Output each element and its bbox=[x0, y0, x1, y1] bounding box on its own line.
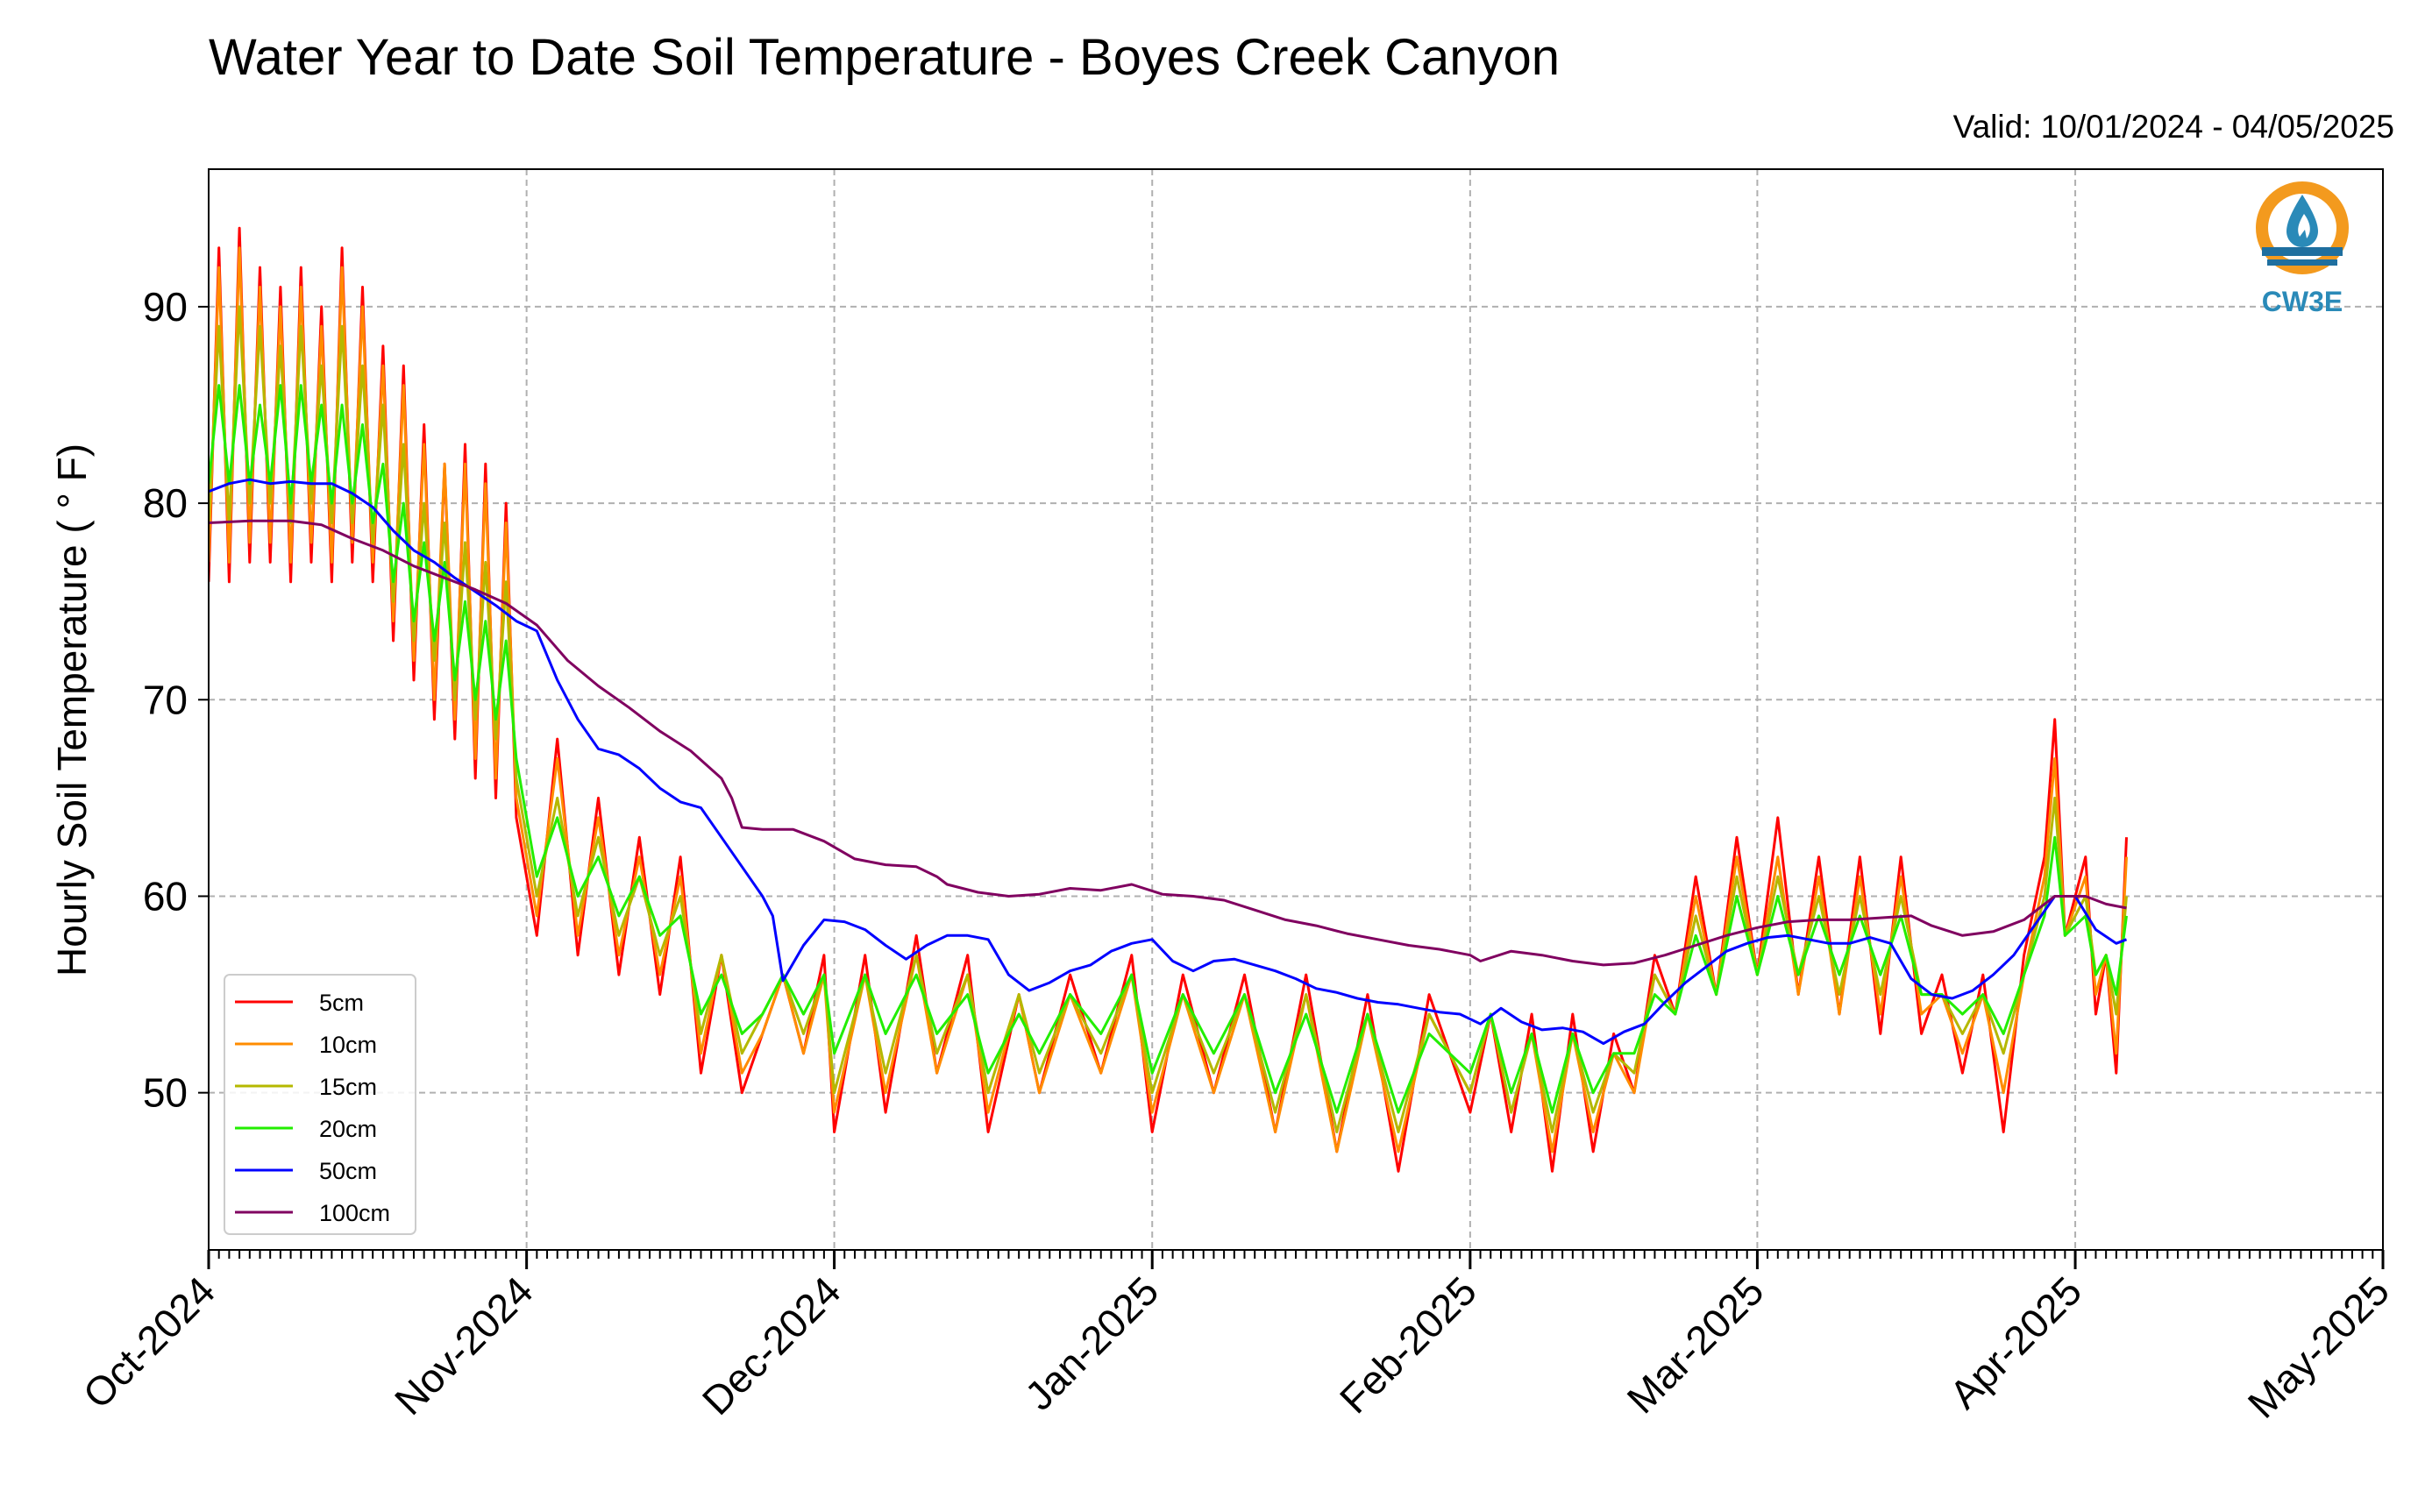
legend-label-20cm: 20cm bbox=[319, 1116, 377, 1142]
legend: 5cm 10cm 15cm 20cm 50cm 100cm bbox=[224, 974, 416, 1235]
y-tick-label: 50 bbox=[143, 1070, 188, 1116]
y-tick-label: 60 bbox=[143, 873, 188, 919]
series-line-20cm bbox=[209, 384, 2128, 1114]
x-tick-label: Mar-2025 bbox=[1618, 1267, 1773, 1422]
logo-text: CW3E bbox=[2262, 286, 2343, 317]
chart-title: Water Year to Date Soil Temperature - Bo… bbox=[209, 29, 1560, 86]
legend-label-50cm: 50cm bbox=[319, 1158, 377, 1184]
y-tick-label: 70 bbox=[143, 677, 188, 722]
series-line-50cm bbox=[209, 478, 2128, 1046]
x-tick-label: Apr-2025 bbox=[1941, 1267, 2091, 1417]
plot-frame bbox=[208, 168, 2384, 1251]
flame-mark-icon bbox=[2298, 214, 2310, 238]
valid-date-range: Valid: 10/01/2024 - 04/05/2025 bbox=[1952, 109, 2394, 145]
y-axis-label: Hourly Soil Temperature ( ° F) bbox=[49, 444, 95, 976]
y-tick-label: 90 bbox=[143, 284, 188, 330]
x-tick-label: Jan-2025 bbox=[1016, 1267, 1167, 1418]
logo-wave-band-lower bbox=[2267, 259, 2337, 266]
logo-ring bbox=[2256, 181, 2349, 274]
x-tick-label: Feb-2025 bbox=[1331, 1267, 1485, 1422]
legend-label-10cm: 10cm bbox=[319, 1032, 377, 1058]
x-tick-label: Dec-2024 bbox=[693, 1267, 850, 1423]
x-tick-label: May-2025 bbox=[2239, 1267, 2398, 1426]
y-tick-label: 80 bbox=[143, 480, 188, 526]
logo-wave-band bbox=[2262, 247, 2343, 256]
x-tick-label: Oct-2024 bbox=[75, 1267, 224, 1417]
legend-label-5cm: 5cm bbox=[319, 990, 364, 1016]
series-lines bbox=[209, 226, 2128, 1173]
series-line-100cm bbox=[209, 519, 2127, 967]
legend-label-15cm: 15cm bbox=[319, 1074, 377, 1100]
grid-lines bbox=[208, 169, 2384, 1250]
x-tick-label: Nov-2024 bbox=[386, 1267, 542, 1423]
cw3e-logo: CW3E bbox=[2256, 181, 2349, 317]
series-line-10cm bbox=[209, 246, 2128, 1154]
legend-label-100cm: 100cm bbox=[319, 1200, 390, 1226]
